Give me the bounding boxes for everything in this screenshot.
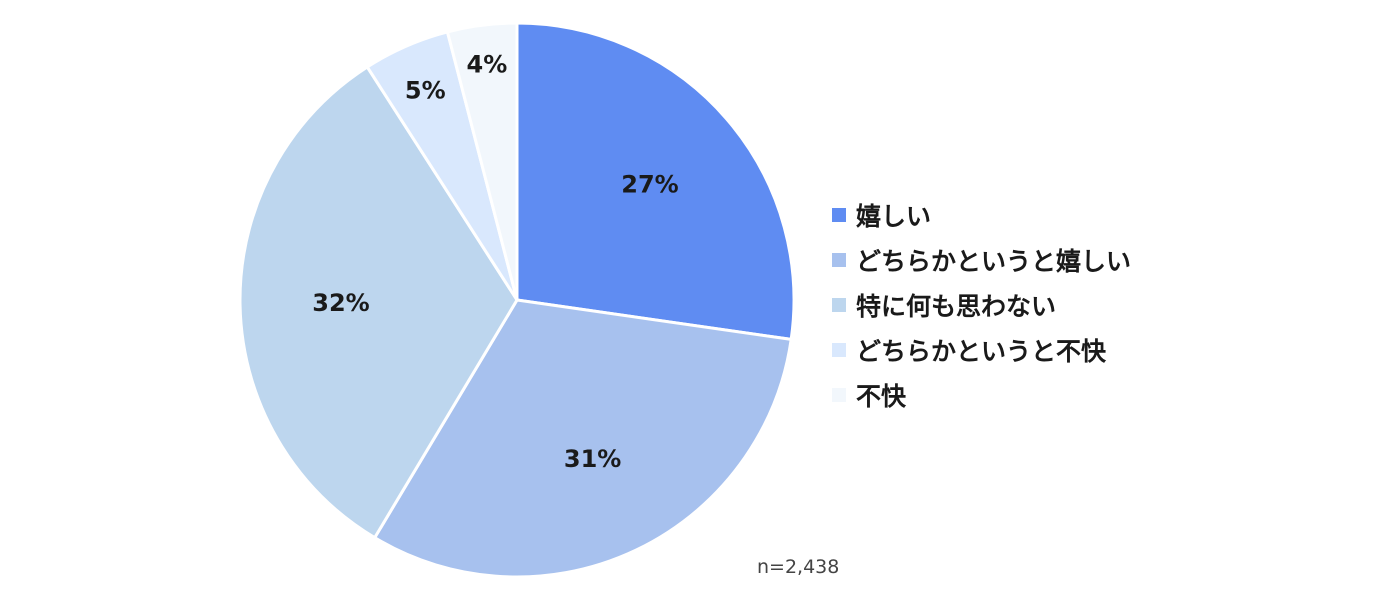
- legend: 嬉しい どちらかというと嬉しい 特に何も思わない どちらかというと不快 不快: [832, 193, 1131, 417]
- legend-swatch: [832, 387, 846, 402]
- legend-swatch: [832, 253, 846, 268]
- pie-slice-0: [515, 21, 796, 341]
- pie-value-labels: 27% 31% 32% 5% 4%: [312, 50, 678, 473]
- legend-item-somewhat-unpleasant: どちらかというと不快: [832, 327, 1131, 372]
- legend-label: 特に何も思わない: [856, 291, 1057, 321]
- pie-slice-4: [445, 21, 519, 302]
- legend-item-unpleasant: 不快: [832, 372, 1131, 417]
- legend-swatch: [832, 208, 846, 223]
- legend-item-ureshii: 嬉しい: [832, 193, 1131, 238]
- legend-label: 不快: [856, 381, 907, 411]
- pie-slice-1: [373, 298, 793, 579]
- legend-swatch: [832, 342, 846, 357]
- slice-value-label-0: 27%: [621, 171, 678, 199]
- legend-label: どちらかというと不快: [856, 336, 1107, 366]
- legend-item-somewhat-ureshii: どちらかというと嬉しい: [832, 238, 1131, 283]
- pie-slices: [238, 21, 796, 579]
- slice-value-label-1: 31%: [564, 445, 621, 473]
- sample-size-note: n=2,438: [757, 556, 840, 578]
- legend-label: 嬉しい: [856, 202, 932, 232]
- legend-swatch: [832, 297, 846, 312]
- slice-value-label-3: 5%: [405, 76, 446, 104]
- pie-slice-2: [238, 65, 519, 540]
- legend-label: どちらかというと嬉しい: [856, 247, 1132, 277]
- legend-item-nothing-in-particular: 特に何も思わない: [832, 283, 1131, 328]
- slice-value-label-4: 4%: [467, 50, 508, 78]
- slice-value-label-2: 32%: [312, 289, 369, 317]
